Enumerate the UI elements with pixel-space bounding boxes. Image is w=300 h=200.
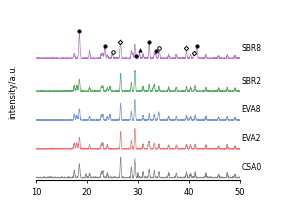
Text: SBR8: SBR8 <box>242 44 262 53</box>
Text: SBR2: SBR2 <box>242 77 262 86</box>
Text: CSA0: CSA0 <box>242 163 262 172</box>
Text: EVA8: EVA8 <box>242 105 261 114</box>
Y-axis label: intensity/a.u.: intensity/a.u. <box>9 64 18 119</box>
Text: EVA2: EVA2 <box>242 134 261 143</box>
